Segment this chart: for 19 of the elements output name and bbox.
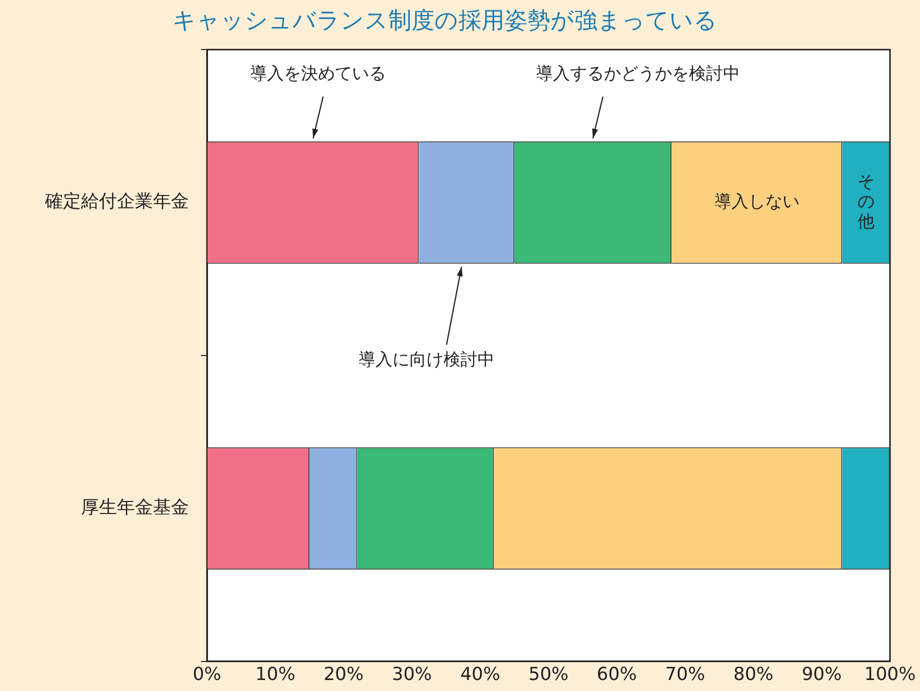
x-tick-label: 10% — [255, 664, 296, 685]
chart-title: キャッシュバランス制度の採用姿勢が強まっている — [172, 8, 718, 34]
x-tick-label: 30% — [392, 664, 432, 685]
x-tick-label: 20% — [324, 664, 364, 685]
x-tick-label: 70% — [665, 664, 706, 685]
x-tick-label: 0% — [192, 664, 222, 685]
y-tick-label: 確定給付企業年金 — [44, 191, 189, 212]
x-tick-label: 90% — [802, 664, 842, 685]
text: 導入を決めている — [250, 64, 386, 84]
x-tick-label: 40% — [460, 664, 500, 685]
x-tick-label: 80% — [733, 664, 774, 685]
x-tick-label: 50% — [528, 664, 569, 685]
x-tick-label: 60% — [596, 664, 637, 685]
text: 導入に向け検討中 — [358, 350, 495, 370]
series-label: その他 — [858, 172, 875, 232]
x-tick-label: 100% — [864, 664, 916, 685]
series-label: 導入しない — [714, 192, 800, 212]
y-tick-label: 厚生年金基金 — [81, 497, 189, 518]
text: 導入するかどうかを検討中 — [536, 64, 740, 84]
